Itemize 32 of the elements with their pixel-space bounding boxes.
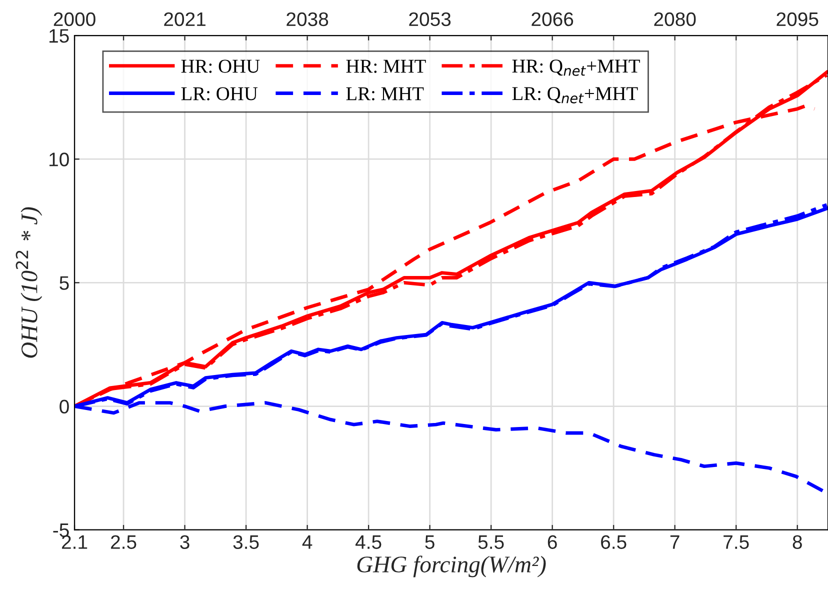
x-tick-label: 4 [302,535,312,549]
legend-label: LR: MHT [346,87,424,100]
x-tick-label: 5.5 [478,535,504,549]
y-axis-title: OHU (10$^{22}$ * J) [16,207,42,358]
x-tick-label: 3.5 [233,535,259,549]
x-tick-label: 6.5 [601,535,626,549]
legend-label: LR: OHU [181,87,258,100]
text: 2021 [164,12,206,26]
legend-label: HR: Q$_{net}$+MHT [512,60,640,76]
x-tick-label: 7.5 [724,535,749,549]
text: 2066 [532,12,574,26]
x-tick-label: 2.1 [62,535,88,549]
x-tick-label: 5 [425,535,434,549]
x-tick-label: 2.5 [110,535,136,549]
legend-label: HR: OHU [181,60,260,73]
y-tick-label: 0 [60,400,69,414]
text: 2053 [409,12,451,26]
x-tick-label: 4.5 [355,535,382,549]
x-tick-label: 8 [792,535,802,549]
x-tick-label: 6 [548,535,557,549]
text: 2095 [776,12,818,26]
x-tick-label: 7 [670,535,680,549]
x-tick-label: 3 [180,535,190,549]
x-axis-title: GHG forcing(W/m²) [357,556,546,578]
legend-label: HR: MHT [346,60,426,73]
legend-label: LR: Q$_{net}$+MHT [512,87,638,104]
y-tick-label: 10 [50,152,69,166]
text: 2080 [654,12,696,26]
text: 2038 [286,12,328,26]
y-tick-label: 15 [50,29,69,43]
y-tick-label: 5 [60,276,69,290]
text: 2000 [54,12,96,26]
